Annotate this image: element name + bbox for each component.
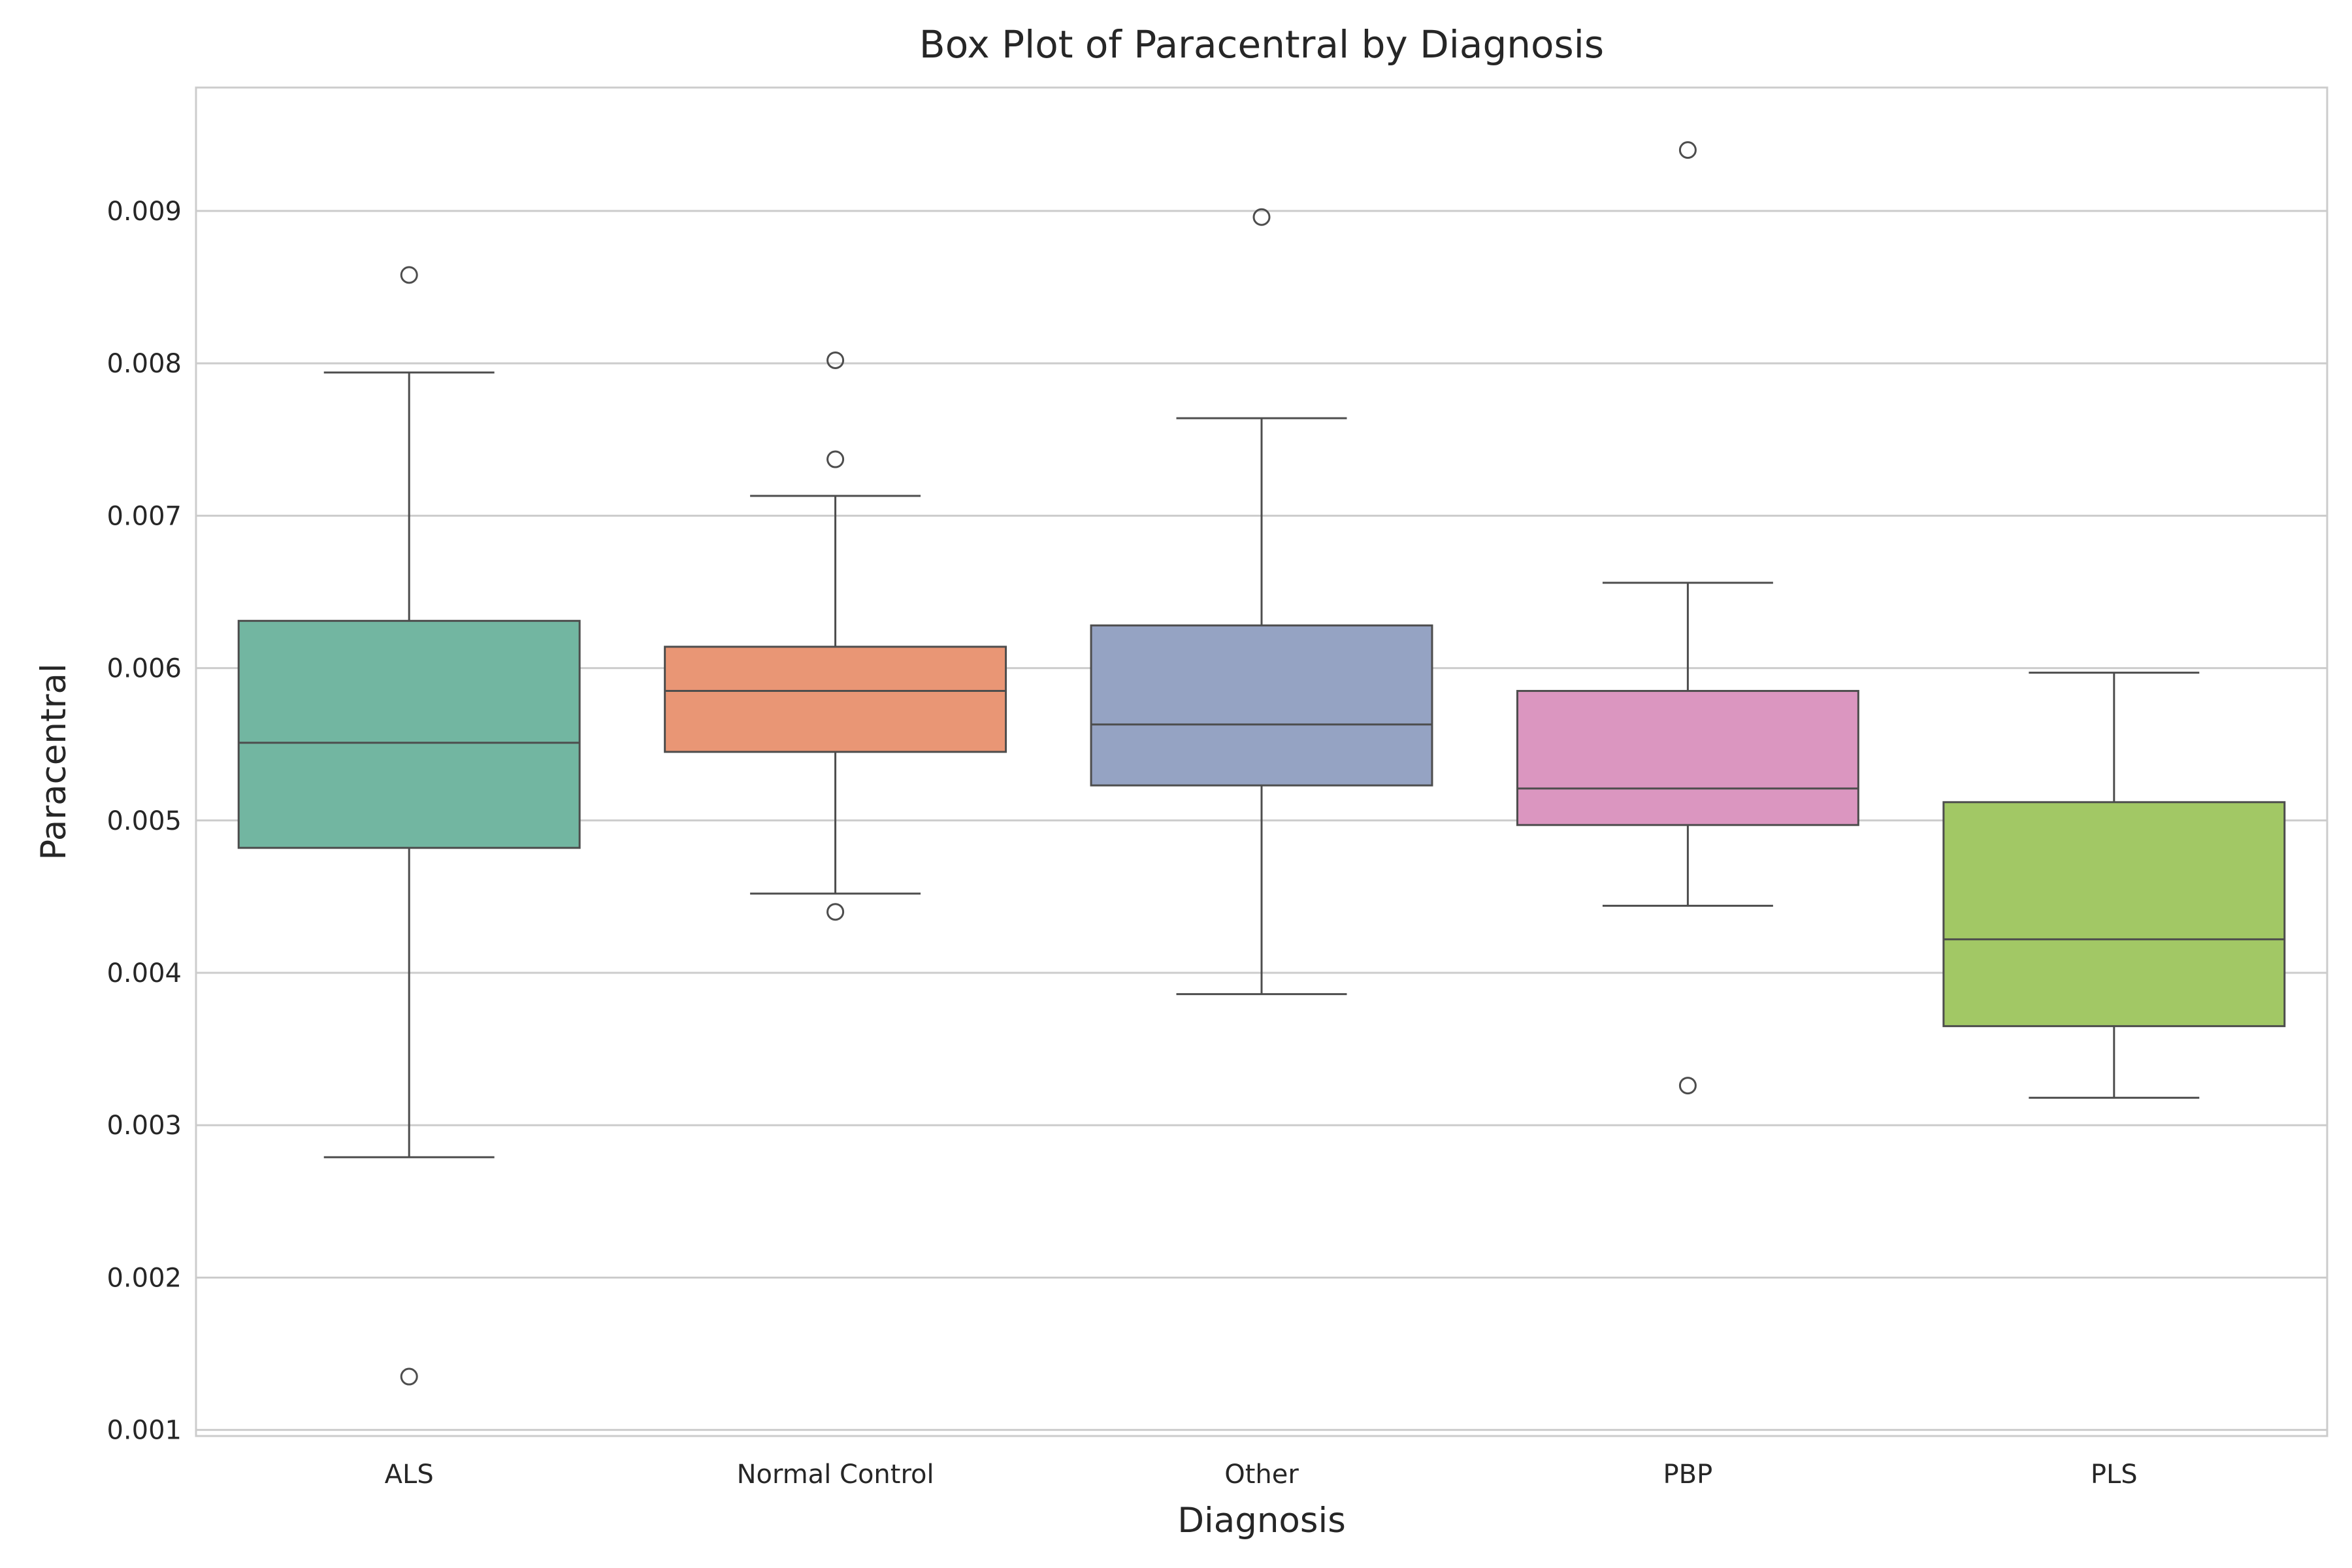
box-group <box>1090 208 1433 996</box>
outlier-point <box>1678 141 1697 159</box>
box-iqr <box>1942 801 2286 1028</box>
outlier-point <box>826 903 845 921</box>
x-tick-label: Normal Control <box>737 1460 934 1490</box>
outlier-point <box>1252 208 1271 226</box>
box-iqr <box>1090 624 1433 787</box>
box-group <box>1516 141 1859 1095</box>
y-tick-label: 0.008 <box>106 349 182 379</box>
y-tick-label: 0.002 <box>106 1263 182 1293</box>
x-tick-label: ALS <box>385 1460 434 1490</box>
y-tick-label: 0.001 <box>106 1416 182 1446</box>
plot-frame <box>195 86 2328 1437</box>
y-tick-label: 0.004 <box>106 958 182 988</box>
box-iqr <box>1516 690 1859 826</box>
box-iqr <box>237 619 581 849</box>
y-tick-label: 0.007 <box>106 501 182 531</box>
boxes <box>237 141 2286 1386</box>
y-tick-label: 0.009 <box>106 197 182 227</box>
outlier-point <box>826 450 845 468</box>
outlier-point <box>400 1367 418 1386</box>
y-tick-label: 0.005 <box>106 806 182 836</box>
box-group <box>664 351 1007 921</box>
box-group <box>1942 672 2286 1099</box>
chart-title: Box Plot of Paracentral by Diagnosis <box>919 22 1604 67</box>
outlier-point <box>826 351 845 369</box>
x-axis-title: Diagnosis <box>1177 1501 1346 1541</box>
x-tick-label: PBP <box>1663 1460 1713 1490</box>
y-axis-title: Paracentral <box>34 663 74 860</box>
outlier-point <box>1678 1077 1697 1095</box>
outlier-point <box>400 266 418 284</box>
y-tick-labels: 0.001 0.002 0.003 0.004 0.005 0.006 0.007 0.008… <box>106 197 182 1446</box>
y-tick-label: 0.006 <box>106 654 182 684</box>
x-tick-label: Other <box>1224 1460 1299 1490</box>
box-group <box>237 266 581 1386</box>
x-tick-label: PLS <box>2091 1460 2138 1490</box>
y-tick-label: 0.003 <box>106 1111 182 1141</box>
x-tick-labels: ALS Normal Control Other PBP PLS <box>385 1460 2138 1490</box>
box-iqr <box>664 645 1007 753</box>
